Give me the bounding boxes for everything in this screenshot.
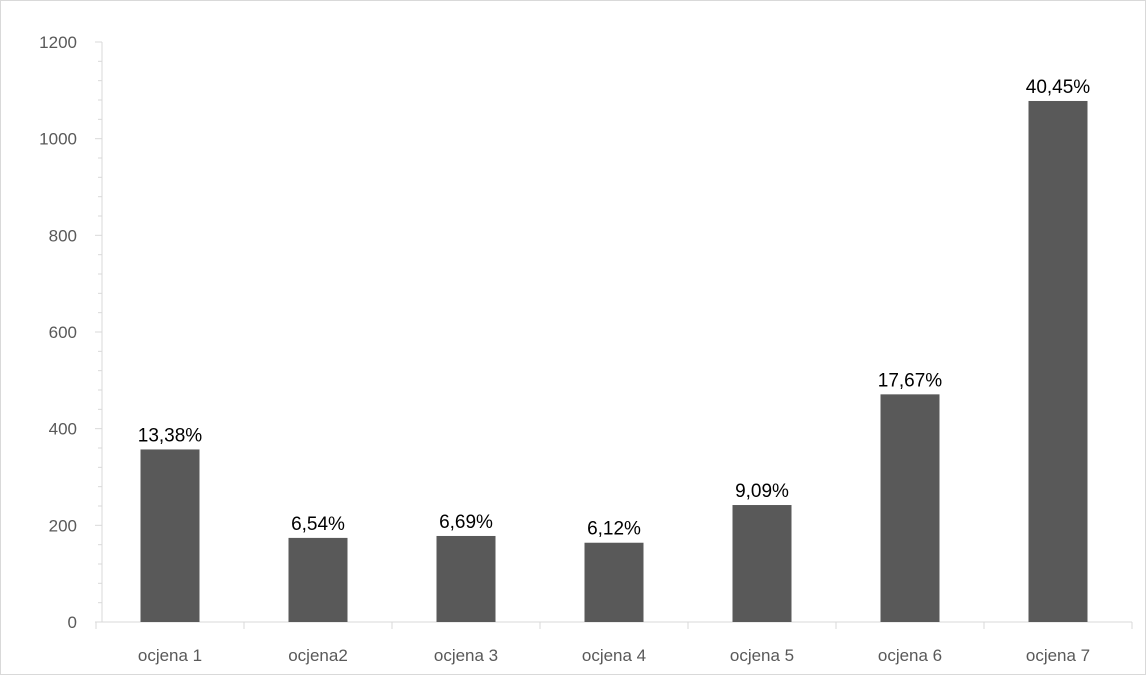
bar-data-label: 17,67%	[878, 370, 943, 391]
bar-data-label: 6,12%	[587, 519, 641, 540]
labels: 0 200 400 600 800 1000 1200 13,38% ocjena 1 6,54%…	[39, 33, 1090, 665]
x-category-label: ocjena 3	[434, 646, 498, 665]
bar	[288, 537, 348, 622]
x-category-label: ocjena 1	[138, 646, 202, 665]
bar	[140, 449, 200, 622]
bar	[732, 505, 792, 622]
bar-data-label: 13,38%	[138, 425, 203, 446]
y-tick-label: 600	[49, 323, 77, 342]
y-tick-label: 0	[68, 613, 77, 632]
axes	[95, 41, 1133, 629]
x-category-label: ocjena2	[288, 646, 348, 665]
bar-data-label: 6,69%	[439, 512, 493, 533]
bar-data-label: 9,09%	[735, 481, 789, 502]
x-category-label: ocjena 7	[1026, 646, 1090, 665]
y-tick-label: 800	[49, 226, 77, 245]
bars	[140, 100, 1088, 622]
x-category-label: ocjena 5	[730, 646, 794, 665]
x-category-label: ocjena 6	[878, 646, 942, 665]
bar	[584, 542, 644, 622]
bar-data-label: 6,54%	[291, 514, 345, 535]
y-tick-label: 1200	[39, 33, 77, 52]
bar	[436, 535, 496, 622]
y-tick-label: 400	[49, 420, 77, 439]
y-tick-label: 200	[49, 516, 77, 535]
y-tick-label: 1000	[39, 130, 77, 149]
bar	[880, 394, 940, 622]
bar	[1028, 100, 1088, 622]
x-category-label: ocjena 4	[582, 646, 646, 665]
bar-data-label: 40,45%	[1026, 77, 1091, 98]
